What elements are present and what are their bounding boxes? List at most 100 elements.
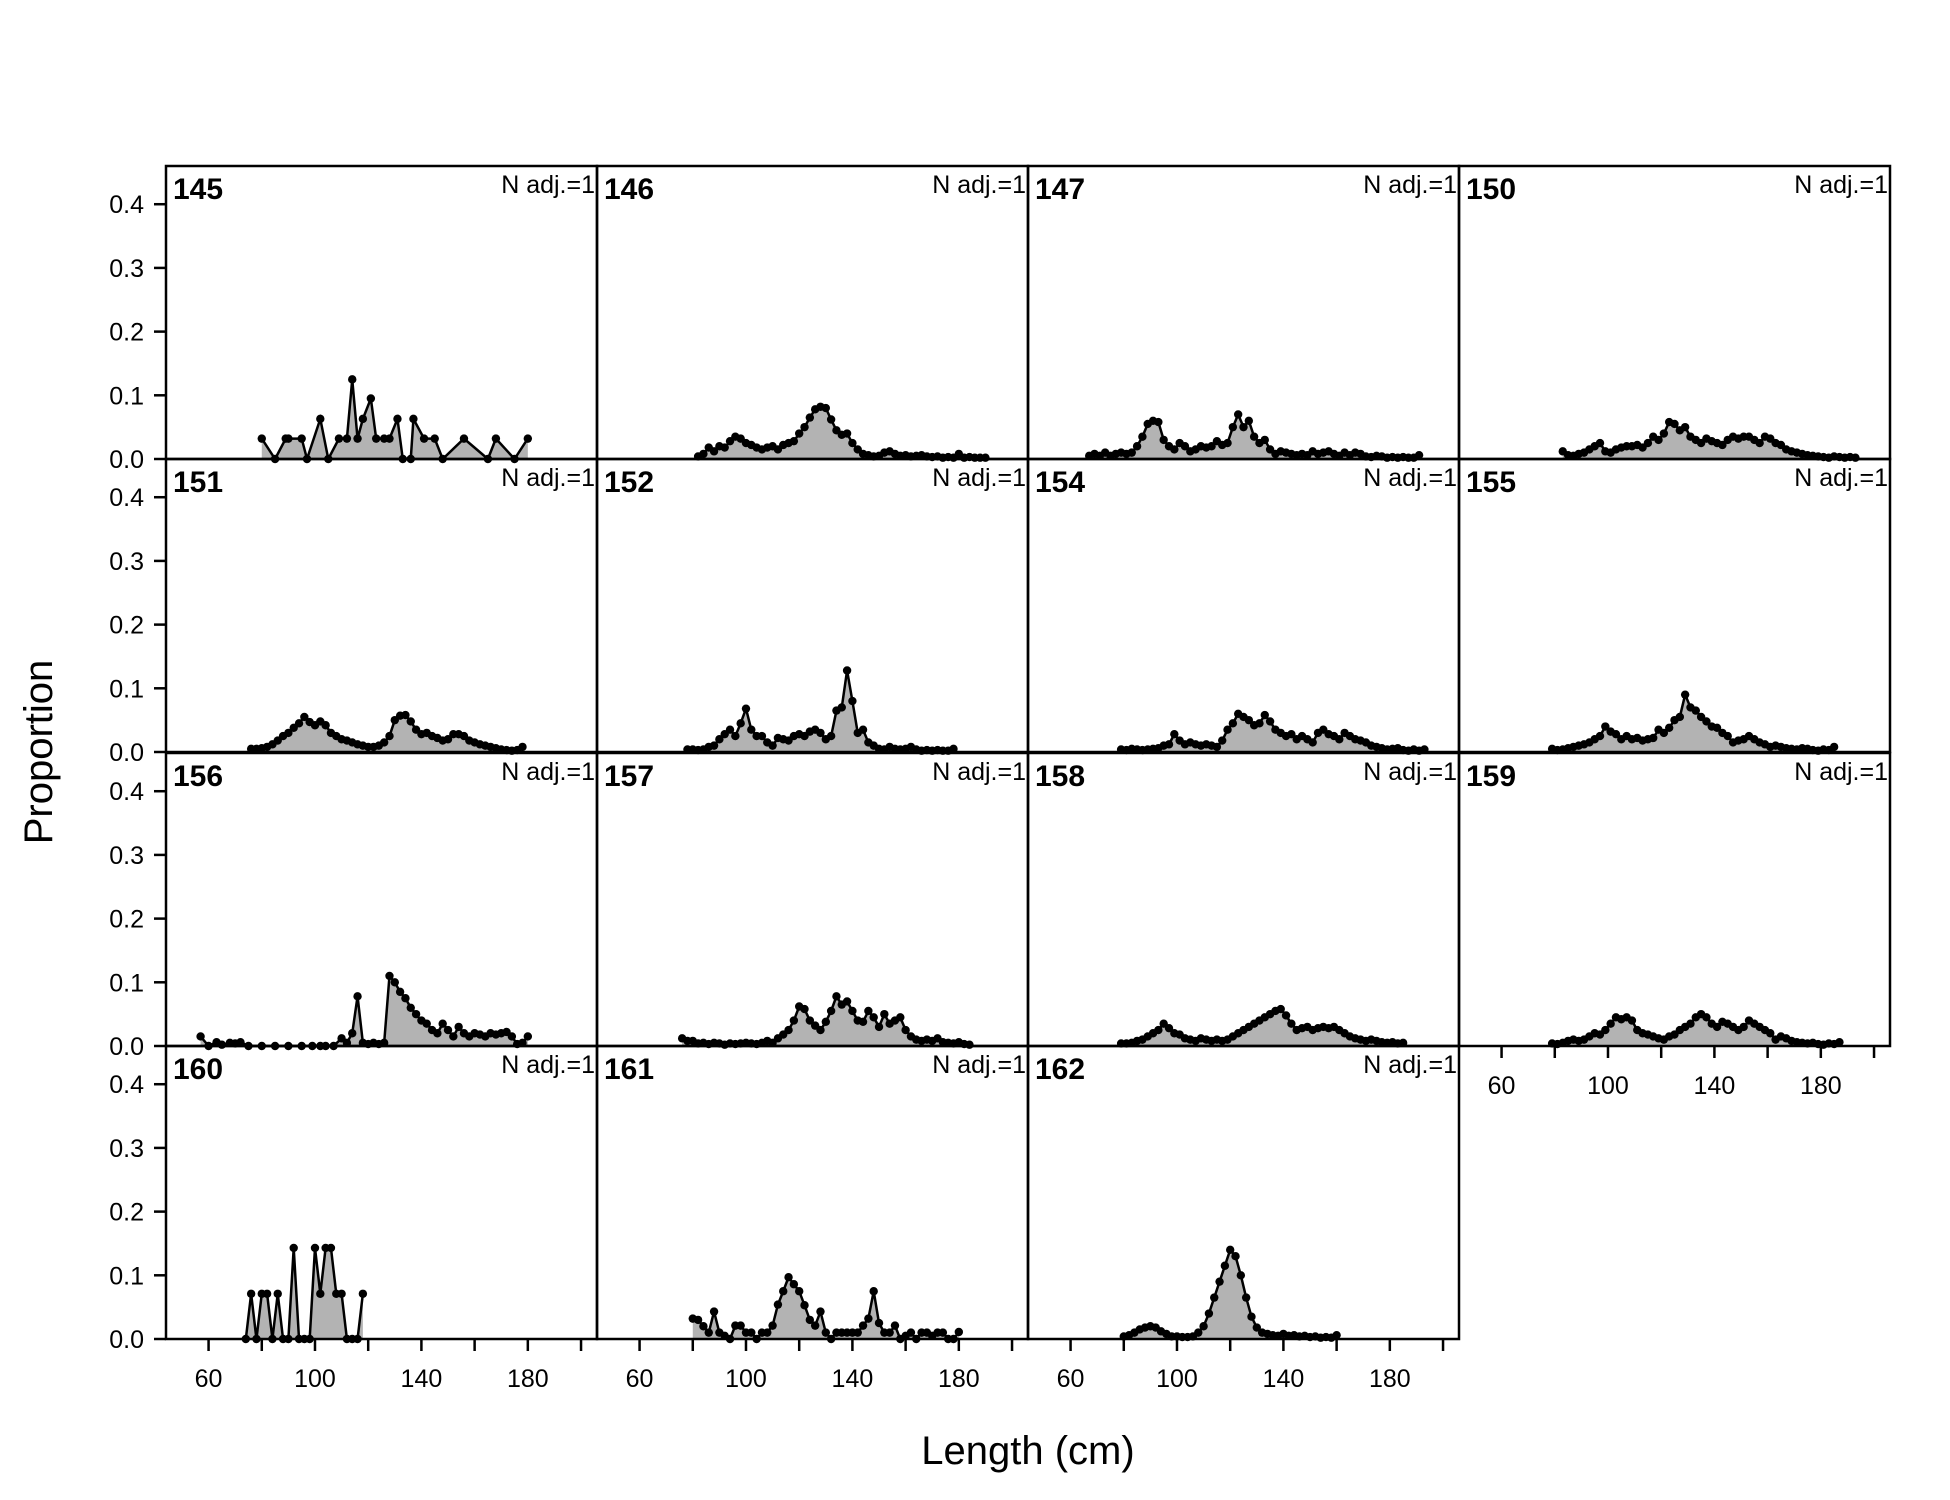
data-point — [300, 712, 309, 722]
x-tick-label: 60 — [1488, 1072, 1516, 1100]
data-point — [1276, 1004, 1285, 1014]
data-point — [518, 742, 527, 752]
data-point — [763, 1328, 772, 1337]
data-point — [1712, 1022, 1722, 1032]
data-point — [1702, 717, 1711, 726]
x-tick-label: 100 — [725, 1365, 767, 1393]
data-point — [1244, 715, 1254, 725]
panel-frame — [164, 1044, 599, 1341]
data-point — [1627, 1016, 1637, 1025]
data-point — [890, 1321, 900, 1330]
data-point — [794, 429, 804, 438]
data-point — [709, 1307, 719, 1316]
data-point — [938, 1328, 948, 1337]
data-point — [779, 1287, 788, 1296]
data-point — [1281, 1011, 1291, 1020]
y-tick-label: 0.1 — [109, 1262, 144, 1290]
data-point — [821, 403, 831, 413]
data-point — [443, 735, 453, 744]
data-point — [1675, 712, 1685, 722]
data-point — [1332, 1330, 1341, 1340]
data-point — [1755, 438, 1764, 448]
data-point — [699, 449, 708, 459]
data-point — [289, 1243, 298, 1253]
data-point — [491, 434, 501, 443]
panel-label: 162 — [1035, 1053, 1085, 1086]
data-point — [246, 1289, 256, 1298]
panel-152: 152 N adj.=1 — [595, 457, 1030, 755]
x-tick-label: 140 — [832, 1365, 874, 1393]
panel-frame — [1026, 1044, 1461, 1341]
data-point — [348, 375, 357, 384]
data-point — [1212, 742, 1222, 752]
data-point — [449, 1032, 458, 1041]
x-tick-label: 60 — [626, 1365, 654, 1393]
data-point — [1766, 1029, 1775, 1038]
panel-note: N adj.=1 — [932, 464, 1026, 492]
data-point — [1215, 1277, 1224, 1286]
data-point — [1244, 416, 1254, 425]
data-point — [736, 1321, 745, 1330]
data-point — [257, 434, 266, 443]
data-point — [358, 1289, 368, 1298]
y-tick-label: 0.3 — [109, 1135, 144, 1163]
panel-note: N adj.=1 — [1794, 464, 1888, 492]
data-point — [747, 725, 756, 734]
data-point — [1223, 438, 1232, 448]
panel-145: 145 N adj.=1 0.0 0.1 0.2 0.3 0.4 — [109, 164, 599, 474]
data-point — [1247, 1312, 1256, 1321]
data-point — [853, 1328, 862, 1337]
data-point — [1252, 1323, 1262, 1332]
data-point — [810, 1321, 820, 1330]
y-tick-label: 0.1 — [109, 675, 144, 703]
data-point — [757, 731, 767, 741]
y-axis-title: Proportion — [17, 660, 61, 845]
data-point — [1601, 722, 1610, 731]
data-point — [1649, 733, 1658, 743]
data-point — [443, 1025, 453, 1035]
y-tick-label: 0.4 — [109, 191, 144, 219]
panel-frame — [595, 751, 1030, 1048]
panel-frame — [1457, 457, 1892, 754]
data-point — [1228, 719, 1238, 728]
data-point — [805, 1016, 815, 1025]
data-point — [395, 987, 405, 997]
data-point — [1236, 1271, 1246, 1280]
data-point — [433, 1029, 442, 1038]
data-point — [393, 414, 402, 424]
data-point — [1255, 719, 1264, 728]
panel-label: 161 — [604, 1053, 654, 1086]
data-point — [874, 1318, 884, 1328]
area-fill — [687, 670, 954, 752]
y-tick-label: 0.3 — [109, 255, 144, 283]
data-point — [800, 422, 809, 432]
x-tick-label: 140 — [1694, 1072, 1736, 1100]
data-point — [965, 1040, 974, 1049]
data-point — [273, 1289, 282, 1298]
x-tick-label: 140 — [1263, 1365, 1305, 1393]
panel-label: 146 — [604, 173, 654, 206]
panel-note: N adj.=1 — [1794, 758, 1888, 786]
data-point — [1228, 422, 1238, 432]
data-point — [768, 1321, 777, 1330]
data-point — [366, 394, 376, 403]
data-point — [297, 434, 306, 443]
y-tick-label: 0.2 — [109, 1199, 144, 1227]
panel-note: N adj.=1 — [1363, 758, 1457, 786]
panel-label: 156 — [173, 760, 223, 793]
data-point — [1239, 422, 1248, 432]
data-point — [981, 453, 990, 462]
x-tick-label: 60 — [1057, 1365, 1085, 1393]
data-point — [348, 1029, 357, 1038]
panel-151: 151 N adj.=1 0.0 0.1 0.2 0.3 0.4 — [109, 457, 599, 767]
data-point — [353, 992, 362, 1001]
area-fill — [1552, 694, 1835, 752]
area-fill — [1123, 1249, 1337, 1339]
panel-note: N adj.=1 — [1794, 171, 1888, 199]
data-point — [1260, 435, 1269, 445]
data-point — [784, 1025, 793, 1035]
data-point — [1218, 736, 1227, 745]
panel-label: 154 — [1035, 466, 1085, 499]
data-point — [1159, 435, 1168, 445]
panel-157: 157 N adj.=1 — [595, 751, 1030, 1049]
